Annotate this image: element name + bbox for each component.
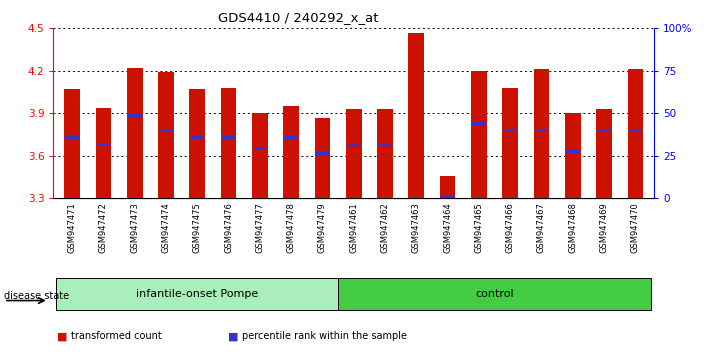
Bar (316, 151, 329, 155)
Text: percentile rank within the sample: percentile rank within the sample (242, 331, 407, 341)
Text: GSM947469: GSM947469 (599, 202, 609, 253)
Bar (503, 88, 518, 198)
Bar (128, 114, 141, 118)
Bar (95, 108, 111, 198)
Bar (159, 129, 173, 132)
Text: GSM947475: GSM947475 (193, 202, 202, 253)
Text: GSM947478: GSM947478 (287, 202, 296, 253)
Text: GSM947465: GSM947465 (474, 202, 483, 253)
Bar (378, 109, 393, 198)
Text: GSM947468: GSM947468 (568, 202, 577, 253)
Text: transformed count: transformed count (71, 331, 162, 341)
Text: GSM947472: GSM947472 (99, 202, 108, 253)
Bar (628, 69, 643, 198)
Bar (471, 71, 487, 198)
Text: GSM947467: GSM947467 (537, 202, 546, 253)
Bar (65, 136, 79, 139)
Bar (441, 196, 454, 200)
Bar (338, 278, 651, 310)
Text: GSM947463: GSM947463 (412, 202, 421, 253)
Bar (252, 113, 267, 198)
Text: control: control (475, 289, 514, 299)
Bar (503, 129, 517, 132)
Text: GSM947474: GSM947474 (161, 202, 171, 253)
Text: ■: ■ (228, 331, 238, 341)
Bar (566, 150, 579, 153)
Bar (565, 113, 581, 198)
Text: GSM947471: GSM947471 (68, 202, 77, 253)
Text: GSM947464: GSM947464 (443, 202, 452, 253)
Text: infantile-onset Pompe: infantile-onset Pompe (136, 289, 258, 299)
Text: GSM947470: GSM947470 (631, 202, 640, 253)
Bar (597, 129, 611, 132)
Bar (347, 143, 360, 146)
Text: GSM947462: GSM947462 (380, 202, 390, 253)
Bar (64, 89, 80, 198)
Bar (253, 147, 267, 150)
Bar (158, 72, 173, 198)
Text: GSM947461: GSM947461 (349, 202, 358, 253)
Bar (629, 129, 642, 132)
Text: disease state: disease state (4, 291, 69, 301)
Text: GSM947473: GSM947473 (130, 202, 139, 253)
Text: GSM947477: GSM947477 (255, 202, 264, 253)
Text: GSM947466: GSM947466 (506, 202, 515, 253)
Bar (191, 136, 204, 139)
Text: GSM947476: GSM947476 (224, 202, 233, 253)
Bar (222, 136, 235, 139)
Bar (534, 69, 550, 198)
Bar (220, 88, 236, 198)
Bar (410, 199, 423, 203)
Bar (472, 121, 486, 125)
Text: GSM947479: GSM947479 (318, 202, 327, 253)
Bar (597, 109, 612, 198)
Bar (535, 129, 548, 132)
Text: ■: ■ (57, 331, 68, 341)
Bar (127, 68, 142, 198)
Bar (189, 89, 205, 198)
Bar (346, 109, 362, 198)
Bar (314, 118, 330, 198)
Bar (283, 106, 299, 198)
Bar (378, 143, 392, 146)
Bar (440, 176, 456, 198)
Bar (97, 143, 110, 146)
Bar (284, 136, 298, 139)
Bar (56, 278, 338, 310)
Bar (409, 33, 424, 198)
Text: GDS4410 / 240292_x_at: GDS4410 / 240292_x_at (218, 11, 379, 24)
